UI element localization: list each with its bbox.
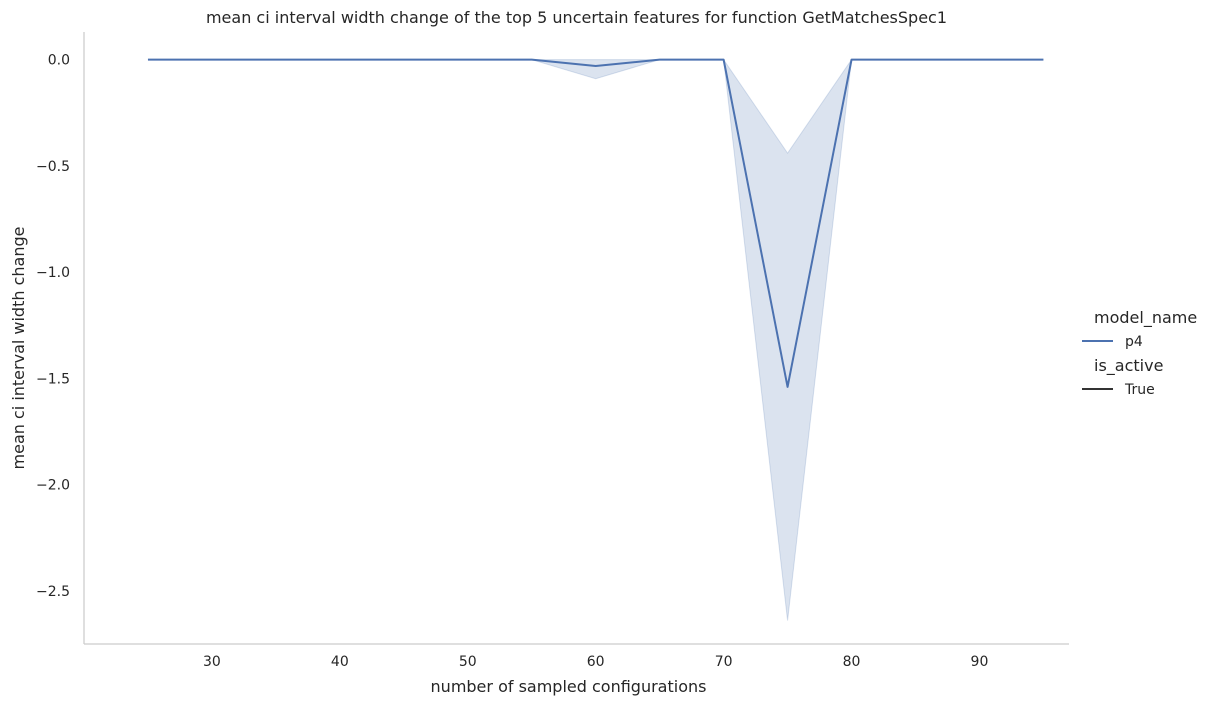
y-axis-title: mean ci interval width change [9,227,28,470]
data-point [914,59,916,61]
x-tick-label: 40 [331,654,349,670]
y-tick-label: 0.0 [48,53,70,69]
data-point [595,65,597,67]
data-point [211,59,213,61]
data-point [467,59,469,61]
y-tick-label: −1.5 [36,371,70,387]
y-tick-label: −1.0 [36,265,70,281]
legend-label-p4: p4 [1125,334,1143,350]
data-point [851,59,853,61]
series-line-p4 [147,58,1044,388]
y-tick-label: −2.0 [36,478,70,494]
legend-title-model-name: model_name [1094,308,1197,328]
axes [83,32,1069,645]
confidence-band-p4 [147,59,1044,621]
data-point [339,59,341,61]
x-tick-label: 70 [715,654,733,670]
y-tick-labels: 0.0 −0.5 −1.0 −1.5 −2.0 −2.5 [36,53,70,600]
data-point [723,59,725,61]
legend-label-true: True [1124,382,1155,398]
data-point [787,386,789,388]
data-point [1042,59,1044,61]
data-point [147,59,149,61]
data-point [275,59,277,61]
legend: model_name p4 is_active True [1082,308,1197,398]
data-point [403,59,405,61]
y-tick-label: −2.5 [36,584,70,600]
data-point [659,59,661,61]
x-tick-label: 30 [203,654,221,670]
legend-title-is-active: is_active [1094,356,1163,376]
data-point [531,59,533,61]
x-tick-labels: 30 40 50 60 70 80 90 [203,654,988,670]
x-tick-label: 80 [843,654,861,670]
x-tick-label: 60 [587,654,605,670]
y-tick-label: −0.5 [36,159,70,175]
data-point [978,59,980,61]
chart-title: mean ci interval width change of the top… [206,8,947,27]
plot-area [147,58,1044,621]
x-axis-title: number of sampled configurations [431,677,707,696]
x-tick-label: 90 [971,654,989,670]
x-tick-label: 50 [459,654,477,670]
